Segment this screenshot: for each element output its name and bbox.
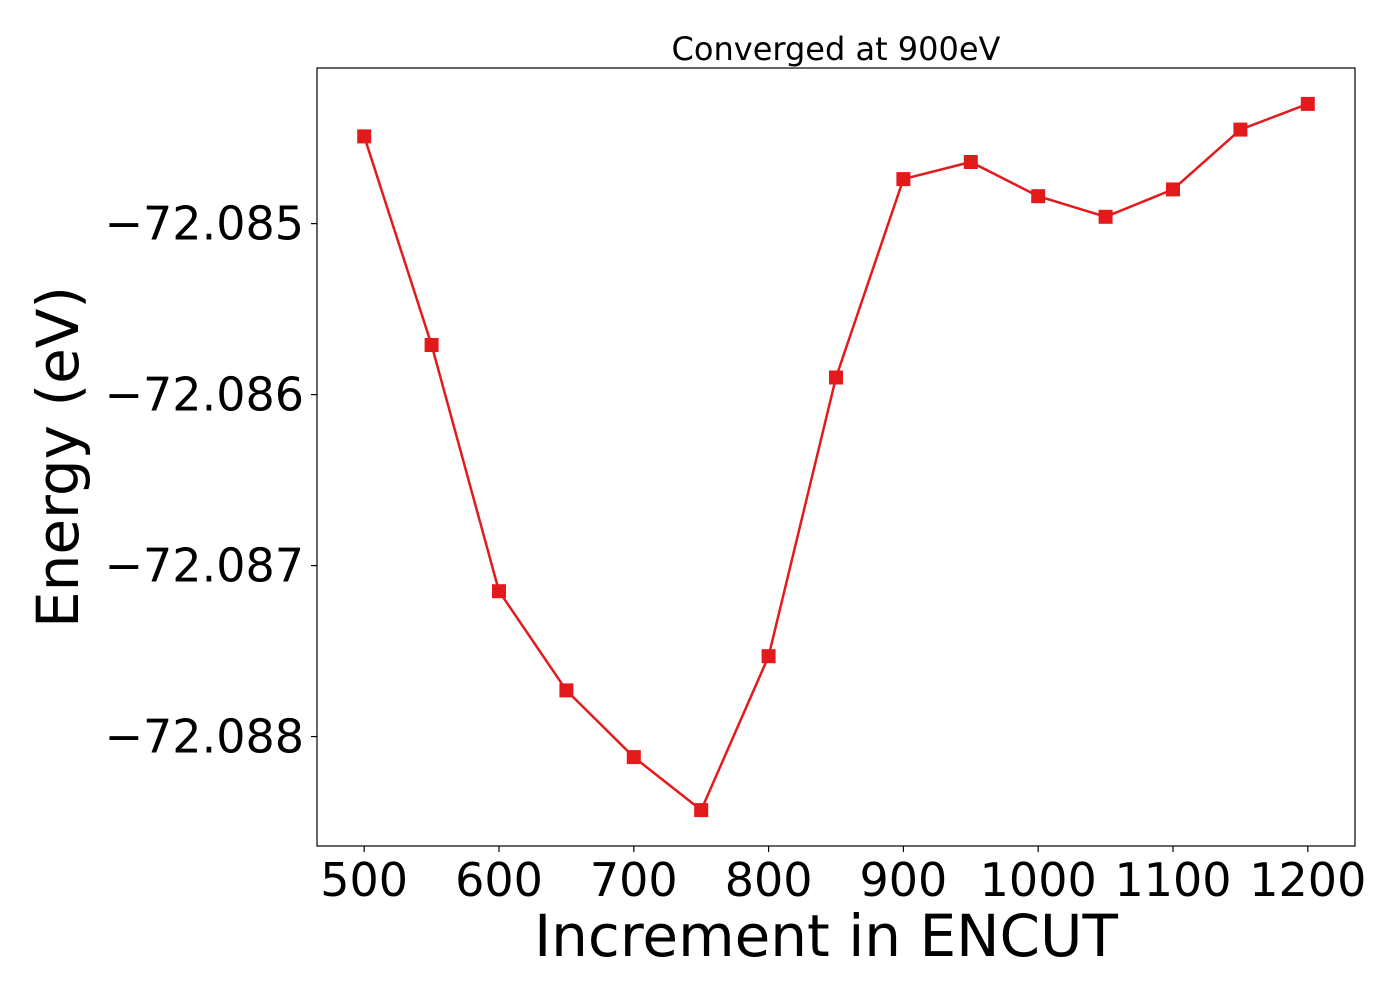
x-tick-label: 500 [320,853,408,907]
y-tick-label: −72.086 [105,368,305,422]
data-point-square [694,803,709,818]
x-tick-label: 1200 [1249,853,1366,907]
data-point-square [1300,96,1315,111]
data-point-square [896,172,911,187]
plot-frame [316,67,1356,847]
x-tick-label: 800 [725,853,813,907]
data-point-square [424,338,439,352]
x-tick-label: 900 [859,853,947,907]
y-axis: −72.085 −72.086 −72.087 −72.088 [105,197,317,764]
data-point-square [761,649,776,664]
data-point-square [1166,182,1180,197]
x-axis-label: Increment in ENCUT [534,902,1118,970]
x-tick-label: 700 [590,853,678,907]
x-tick-label: 600 [455,853,543,907]
x-tick-label: 1100 [1114,853,1231,907]
y-axis-label: Energy (eV) [24,286,92,628]
x-tick-label: 1000 [980,853,1097,907]
y-tick-label: −72.088 [105,710,305,764]
data-point-square [559,683,574,698]
chart-title: Converged at 900eV [672,30,1001,68]
data-point-square [492,584,506,599]
data-point-square [1031,189,1046,204]
data-point-square [963,155,978,169]
data-point-square [829,370,843,385]
x-axis: 500 600 700 800 900 1000 1100 1200 [320,846,1366,907]
data-point-square [1233,122,1248,137]
data-point-square [626,750,641,765]
series-line [363,102,1309,812]
plot-area [357,96,1315,818]
y-tick-label: −72.087 [105,539,305,593]
data-point-square [357,129,372,144]
y-tick-label: −72.085 [105,197,305,251]
data-point-square [1098,209,1113,224]
